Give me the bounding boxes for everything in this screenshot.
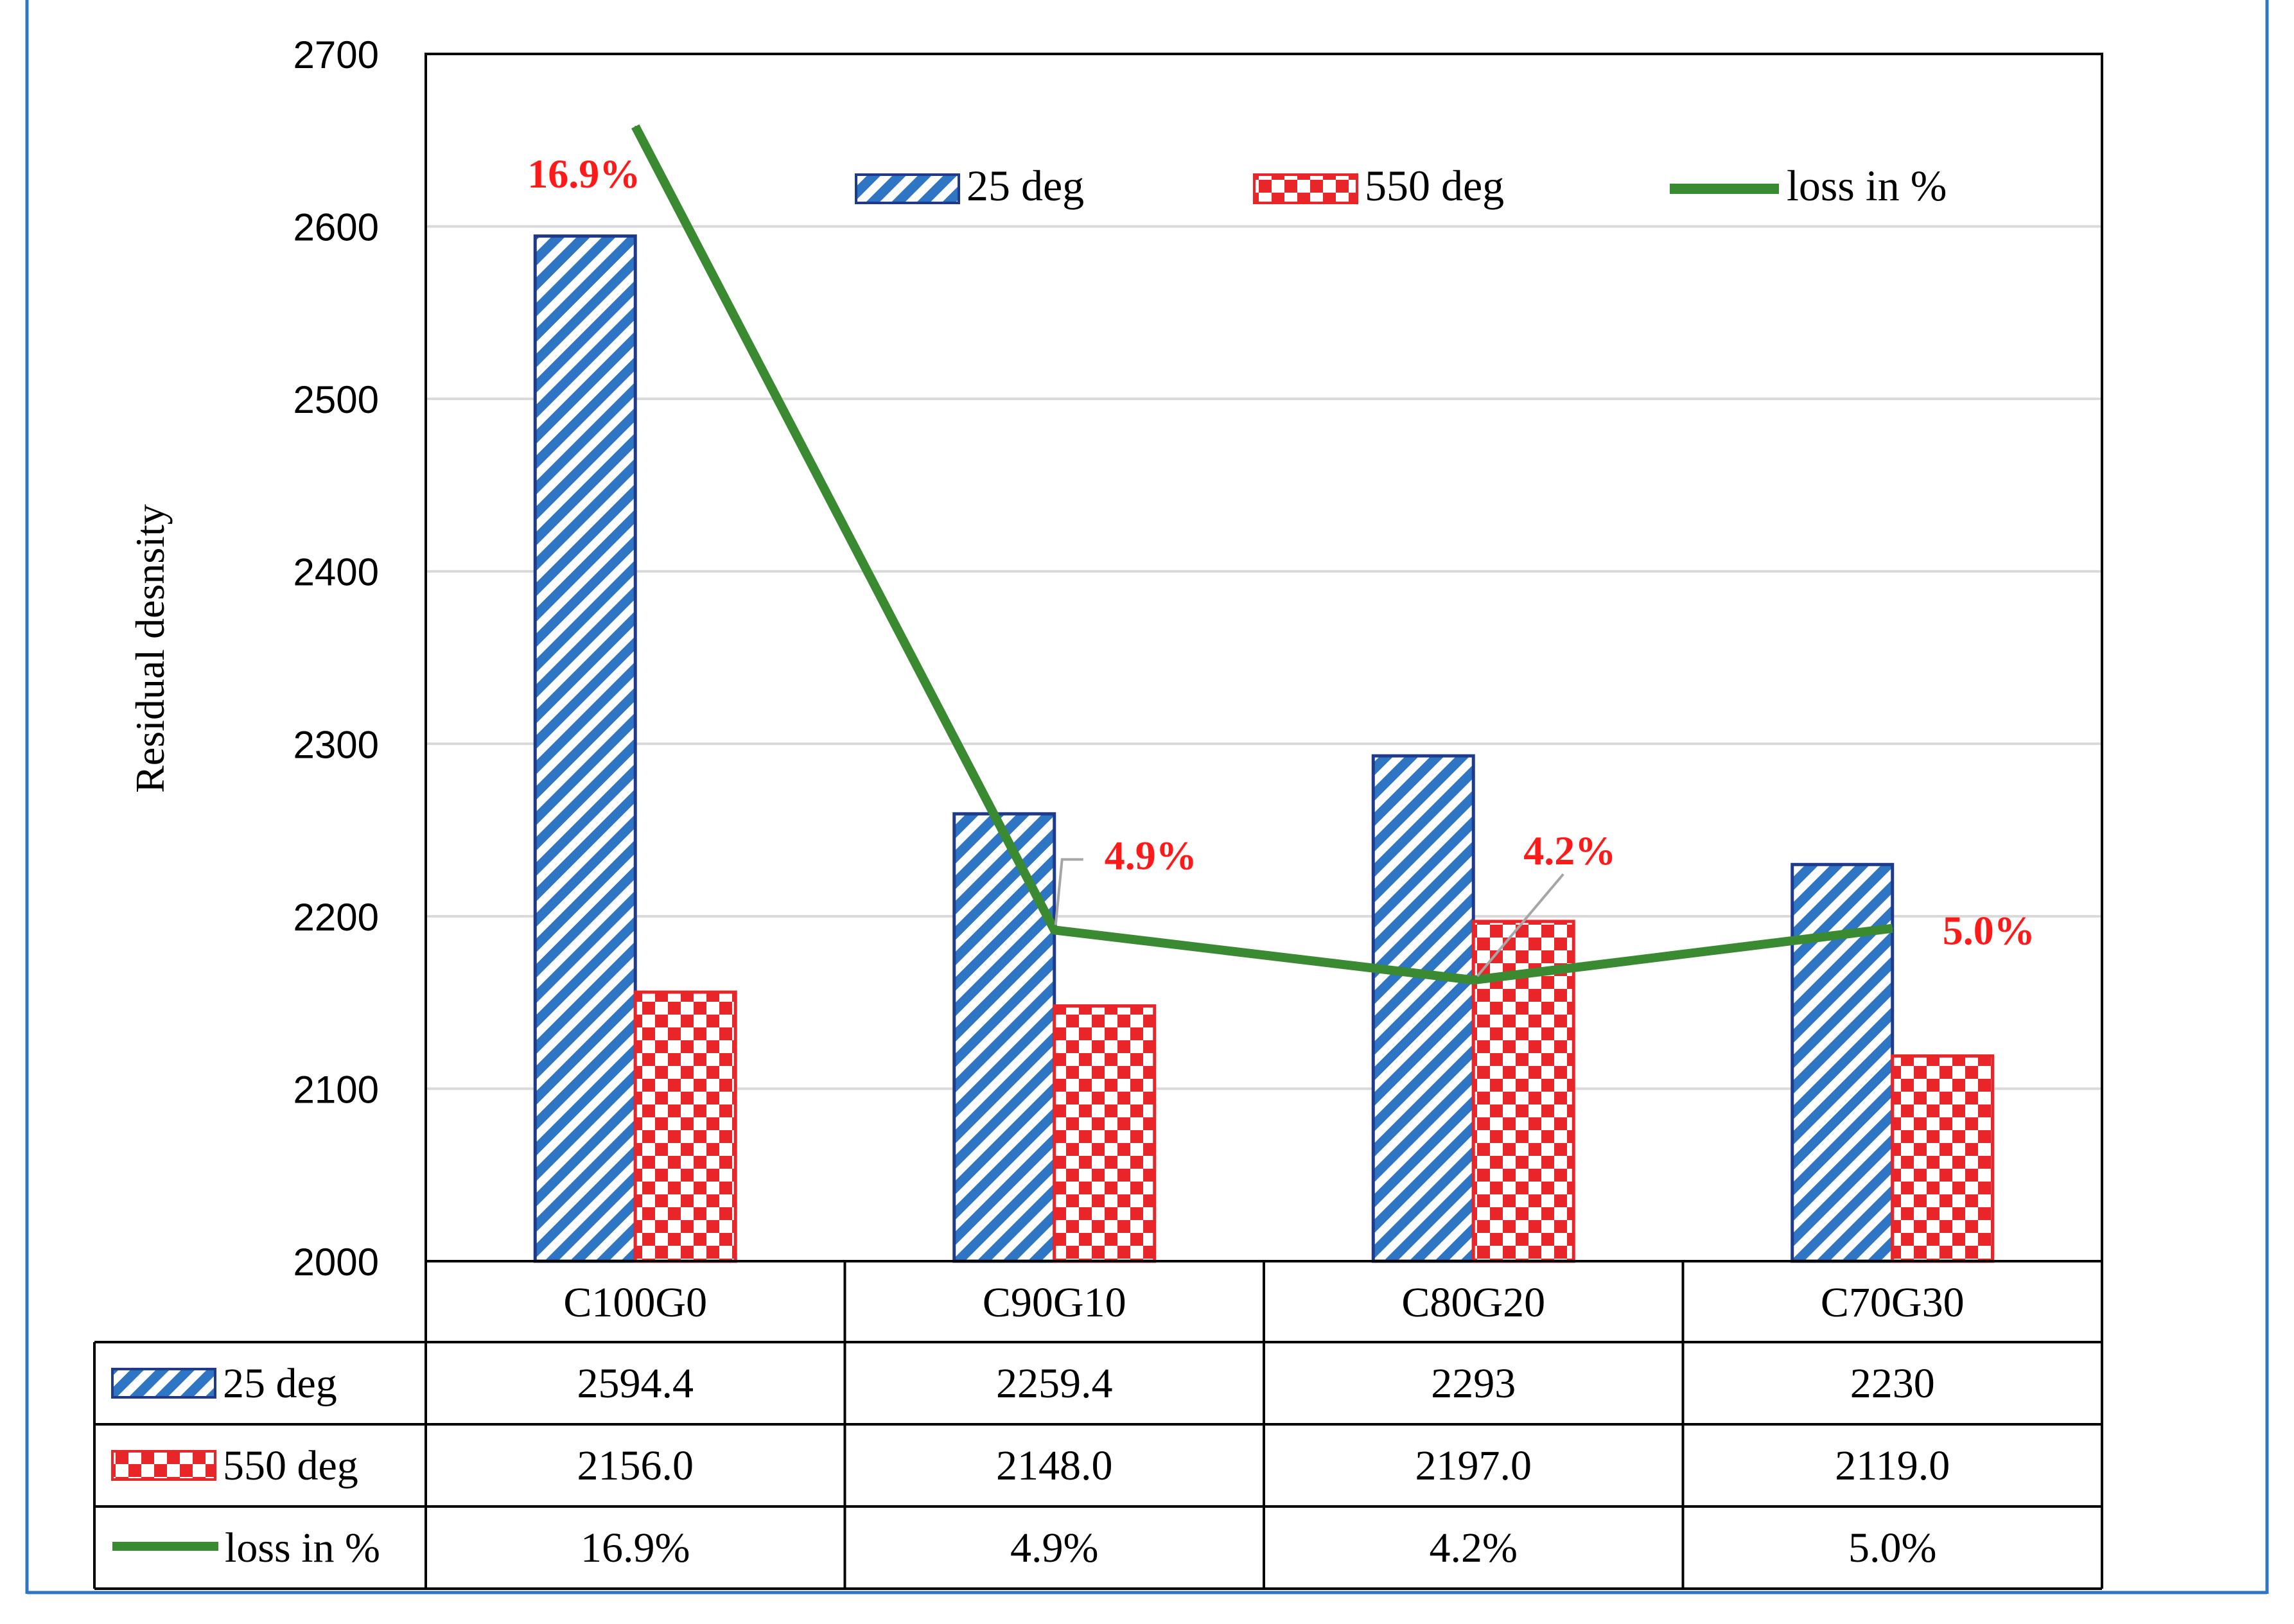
bar-25-deg [1791, 862, 1895, 1263]
table-row-label-25-deg: 25 deg [223, 1360, 337, 1407]
table-cell: 2594.4 [577, 1360, 694, 1407]
table-cell: 5.0% [1848, 1524, 1936, 1571]
table-swatch-550-deg [111, 1450, 216, 1481]
x-category-label: C100G0 [563, 1279, 707, 1326]
legend-label-25-deg: 25 deg [967, 161, 1084, 210]
table-cell: 2197.0 [1415, 1442, 1532, 1489]
bar-550-deg [1053, 1004, 1157, 1263]
data-table: C100G0 C90G10 C80G20 C70G30 25 deg 550 deg los… [93, 1260, 2103, 1590]
table-cell: 16.9% [581, 1524, 690, 1571]
bar-25-deg [952, 812, 1056, 1263]
bars [533, 234, 1995, 1263]
y-axis: 2000 2100 2200 2300 2400 2500 2600 2700 [293, 33, 379, 1284]
loss-data-label: 4.2% [1523, 828, 1616, 873]
y-tick-label: 2300 [293, 723, 379, 766]
loss-data-label: 5.0% [1943, 908, 2035, 954]
loss-data-label: 4.9% [1105, 832, 1197, 878]
table-swatch-25-deg [111, 1368, 216, 1399]
bar-550-deg [1891, 1054, 1995, 1263]
y-tick-label: 2200 [293, 896, 379, 939]
data-labels: 16.9% 4.9% 4.2% 5.0% [527, 151, 2035, 977]
table-row-label-550-deg: 550 deg [223, 1442, 358, 1489]
table-row-label-loss: loss in % [225, 1524, 380, 1571]
y-tick-label: 2000 [293, 1241, 379, 1284]
bar-550-deg [633, 990, 737, 1263]
bar-25-deg [1371, 754, 1475, 1263]
y-tick-label: 2600 [293, 206, 379, 249]
label-leader [1054, 858, 1083, 925]
y-axis-label: Residual desnsity [127, 504, 173, 793]
legend-label-550-deg: 550 deg [1365, 161, 1504, 210]
table-cell: 2156.0 [577, 1442, 694, 1489]
loss-point [1473, 979, 1475, 981]
x-category-label: C90G10 [983, 1279, 1126, 1326]
bar-25-deg [533, 234, 637, 1263]
y-tick-label: 2400 [293, 551, 379, 594]
x-category-label: C80G20 [1401, 1279, 1545, 1326]
y-tick-label: 2100 [293, 1068, 379, 1111]
y-tick-label: 2500 [293, 378, 379, 421]
table-cell: 2230 [1850, 1360, 1935, 1407]
legend: 25 deg 550 deg loss in % [855, 161, 1947, 210]
loss-point [1053, 929, 1055, 931]
table-cell: 2119.0 [1835, 1442, 1950, 1489]
loss-point [1891, 927, 1893, 929]
y-tick-label: 2700 [293, 33, 379, 76]
label-leader [1476, 873, 1564, 977]
legend-swatch-25-deg [855, 173, 960, 204]
loss-data-label: 16.9% [527, 151, 640, 196]
legend-swatch-550-deg [1253, 173, 1358, 204]
table-cell: 4.2% [1430, 1524, 1518, 1571]
legend-label-loss: loss in % [1787, 161, 1947, 210]
table-cell: 2148.0 [996, 1442, 1113, 1489]
table-cell: 4.9% [1010, 1524, 1098, 1571]
loss-line-layer [631, 124, 1893, 985]
table-cell: 2259.4 [996, 1360, 1113, 1407]
x-category-label: C70G30 [1821, 1279, 1965, 1326]
loss-point [635, 125, 636, 127]
loss-line [631, 124, 1893, 985]
table-cell: 2293 [1431, 1360, 1516, 1407]
